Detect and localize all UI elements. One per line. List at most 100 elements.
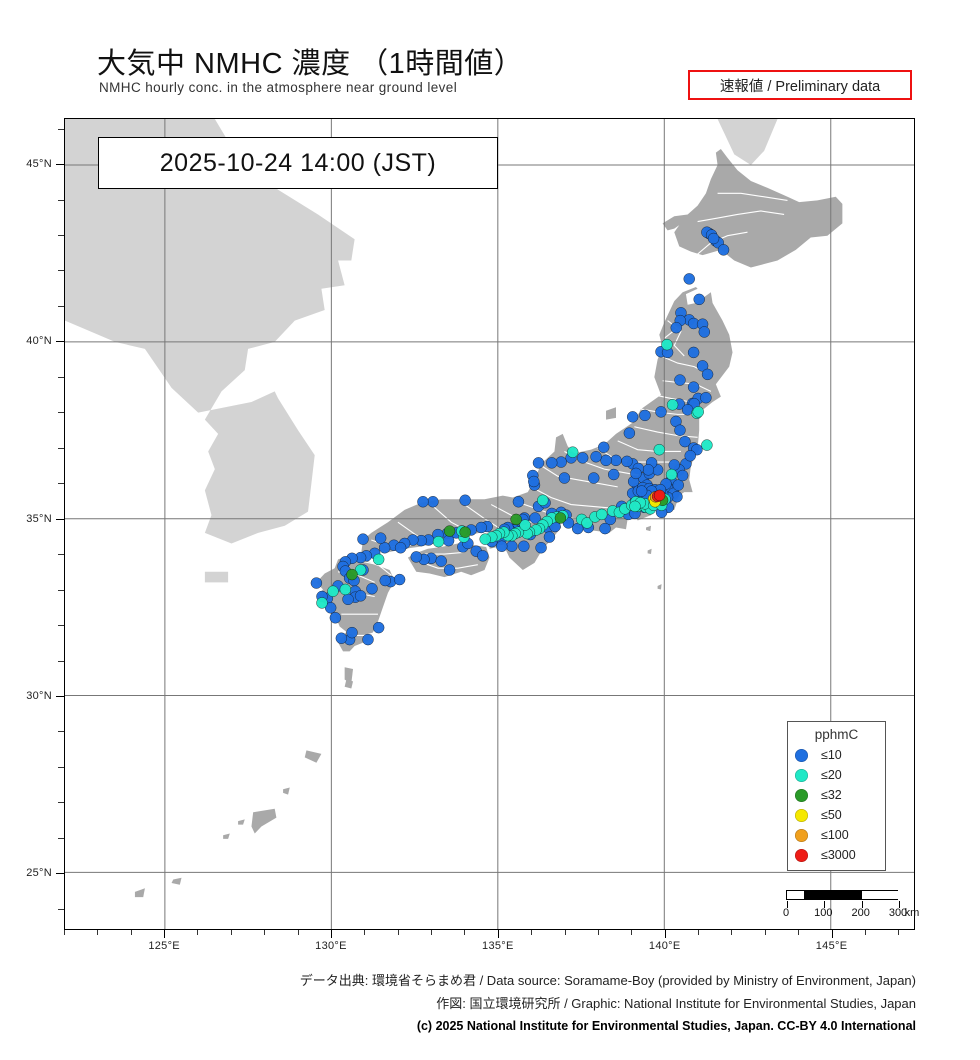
legend-color-swatch xyxy=(795,748,808,762)
x-axis-minor-tick xyxy=(764,930,766,935)
x-axis-major-tick xyxy=(164,930,166,938)
x-axis-major-tick xyxy=(831,930,833,938)
x-axis-minor-tick xyxy=(531,930,533,935)
scatter-series xyxy=(651,489,666,503)
y-axis-major-tick xyxy=(56,518,64,520)
scale-bar-tick xyxy=(824,901,826,908)
y-axis-minor-tick xyxy=(58,837,64,839)
x-axis-minor-tick xyxy=(97,930,99,935)
x-axis-minor-tick xyxy=(631,930,633,935)
legend-item: ≤100 xyxy=(788,825,885,845)
y-axis-tick-label: 30°N xyxy=(26,689,52,702)
x-axis-minor-tick xyxy=(364,930,366,935)
x-axis-minor-tick xyxy=(597,930,599,935)
y-axis-minor-tick xyxy=(58,660,64,662)
scale-bar-segment xyxy=(824,891,862,899)
legend-color-swatch xyxy=(795,768,808,782)
preliminary-data-badge: 速報値 / Preliminary data xyxy=(688,70,912,100)
map-plot-area[interactable] xyxy=(64,118,915,930)
y-axis-minor-tick xyxy=(58,908,64,910)
legend-item-label: ≤3000 xyxy=(821,848,856,862)
y-axis-minor-tick xyxy=(58,483,64,485)
footer-data-source: データ出典: 環境省そらまめ君 / Data source: Soramame-… xyxy=(299,973,916,988)
footer-copyright: (c) 2025 National Institute for Environm… xyxy=(416,1019,916,1033)
x-axis-minor-tick xyxy=(64,930,65,935)
legend-color-swatch xyxy=(795,788,808,802)
y-axis-tick-label: 40°N xyxy=(26,335,52,348)
legend-color-swatch xyxy=(795,848,808,862)
y-axis-tick-label: 45°N xyxy=(26,158,52,171)
legend-panel: pphmC ≤10 ≤20 ≤32 ≤50 ≤100 ≤3000 xyxy=(787,721,886,871)
scale-bar-tick xyxy=(787,901,788,908)
y-axis-tick-label: 35°N xyxy=(26,512,52,525)
x-axis-minor-tick xyxy=(898,930,900,935)
legend-title: pphmC xyxy=(814,727,859,742)
y-axis-minor-tick xyxy=(58,235,64,236)
legend-rows: ≤10 ≤20 ≤32 ≤50 ≤100 ≤3000 xyxy=(788,745,885,865)
y-axis-minor-tick xyxy=(58,128,64,130)
y-axis-minor-tick xyxy=(58,802,64,804)
y-axis-minor-tick xyxy=(58,589,64,591)
x-axis-minor-tick xyxy=(798,930,800,935)
japan-map-svg xyxy=(65,119,914,929)
legend-color-swatch xyxy=(795,828,808,842)
scale-bar: 0 100 200 300 km xyxy=(782,890,919,921)
footer-graphic-credit: 作図: 国立環境研究所 / Graphic: National Institut… xyxy=(436,996,916,1011)
y-axis-minor-tick xyxy=(58,625,64,627)
scale-bar-labels: 0 100 200 300 km xyxy=(782,907,919,921)
scale-bar-segment xyxy=(861,891,899,899)
y-axis-major-tick xyxy=(56,873,64,875)
legend-item: ≤20 xyxy=(788,765,885,785)
legend-item-label: ≤10 xyxy=(821,748,842,762)
x-axis-tick-label: 135°E xyxy=(482,940,514,952)
scatter-series xyxy=(316,338,713,609)
scale-bar-label: 300 xyxy=(888,907,908,919)
y-axis-tick-label: 25°N xyxy=(26,867,52,880)
legend-item-label: ≤100 xyxy=(821,828,849,842)
y-axis-minor-tick xyxy=(58,199,64,201)
timestamp-label: 2025-10-24 14:00 (JST) xyxy=(98,137,498,189)
scale-bar-label: 0 xyxy=(782,907,790,919)
scale-bar-segment xyxy=(787,891,825,899)
x-axis-tick-label: 125°E xyxy=(148,940,180,952)
x-axis-minor-tick xyxy=(698,930,700,935)
x-axis-minor-tick xyxy=(130,930,132,935)
x-axis-minor-tick xyxy=(197,930,199,935)
legend-item: ≤10 xyxy=(788,745,885,765)
x-axis-minor-tick xyxy=(464,930,466,935)
scale-bar-label: 100 xyxy=(814,907,833,919)
x-axis-major-tick xyxy=(664,930,666,938)
y-axis-minor-tick xyxy=(58,412,64,414)
x-axis-minor-tick xyxy=(297,930,299,935)
x-axis-minor-tick xyxy=(230,930,232,935)
y-axis-minor-tick xyxy=(58,305,64,307)
x-axis-minor-tick xyxy=(264,930,266,935)
y-axis-minor-tick xyxy=(58,731,64,733)
legend-color-swatch xyxy=(795,808,808,822)
legend-item: ≤32 xyxy=(788,785,885,805)
y-axis-major-tick xyxy=(56,341,64,343)
legend-item-label: ≤50 xyxy=(821,808,842,822)
x-axis-major-tick xyxy=(330,930,332,938)
legend-item: ≤3000 xyxy=(788,845,885,865)
y-axis-minor-tick xyxy=(58,447,64,449)
page-title: 大気中 NMHC 濃度 （1時間値） xyxy=(97,48,524,80)
legend-item: ≤50 xyxy=(788,805,885,825)
legend-item-label: ≤32 xyxy=(821,788,842,802)
scale-bar-label: 200 xyxy=(851,907,870,919)
x-axis-minor-tick xyxy=(431,930,433,935)
scale-bar-unit: km xyxy=(904,907,920,919)
page-subtitle: NMHC hourly conc. in the atmosphere near… xyxy=(99,80,458,95)
y-axis-major-tick xyxy=(56,164,64,166)
scatter-series xyxy=(346,494,669,581)
x-axis-major-tick xyxy=(497,930,499,938)
scale-bar-track xyxy=(786,890,900,908)
y-axis-minor-tick xyxy=(58,766,64,768)
x-axis-tick-label: 130°E xyxy=(315,940,347,952)
y-axis-major-tick xyxy=(56,695,64,697)
scale-bar-tick xyxy=(861,901,863,908)
y-axis-minor-tick xyxy=(58,376,64,378)
y-axis-minor-tick xyxy=(58,270,64,272)
legend-item-label: ≤20 xyxy=(821,768,842,782)
x-axis-minor-tick xyxy=(864,930,866,935)
